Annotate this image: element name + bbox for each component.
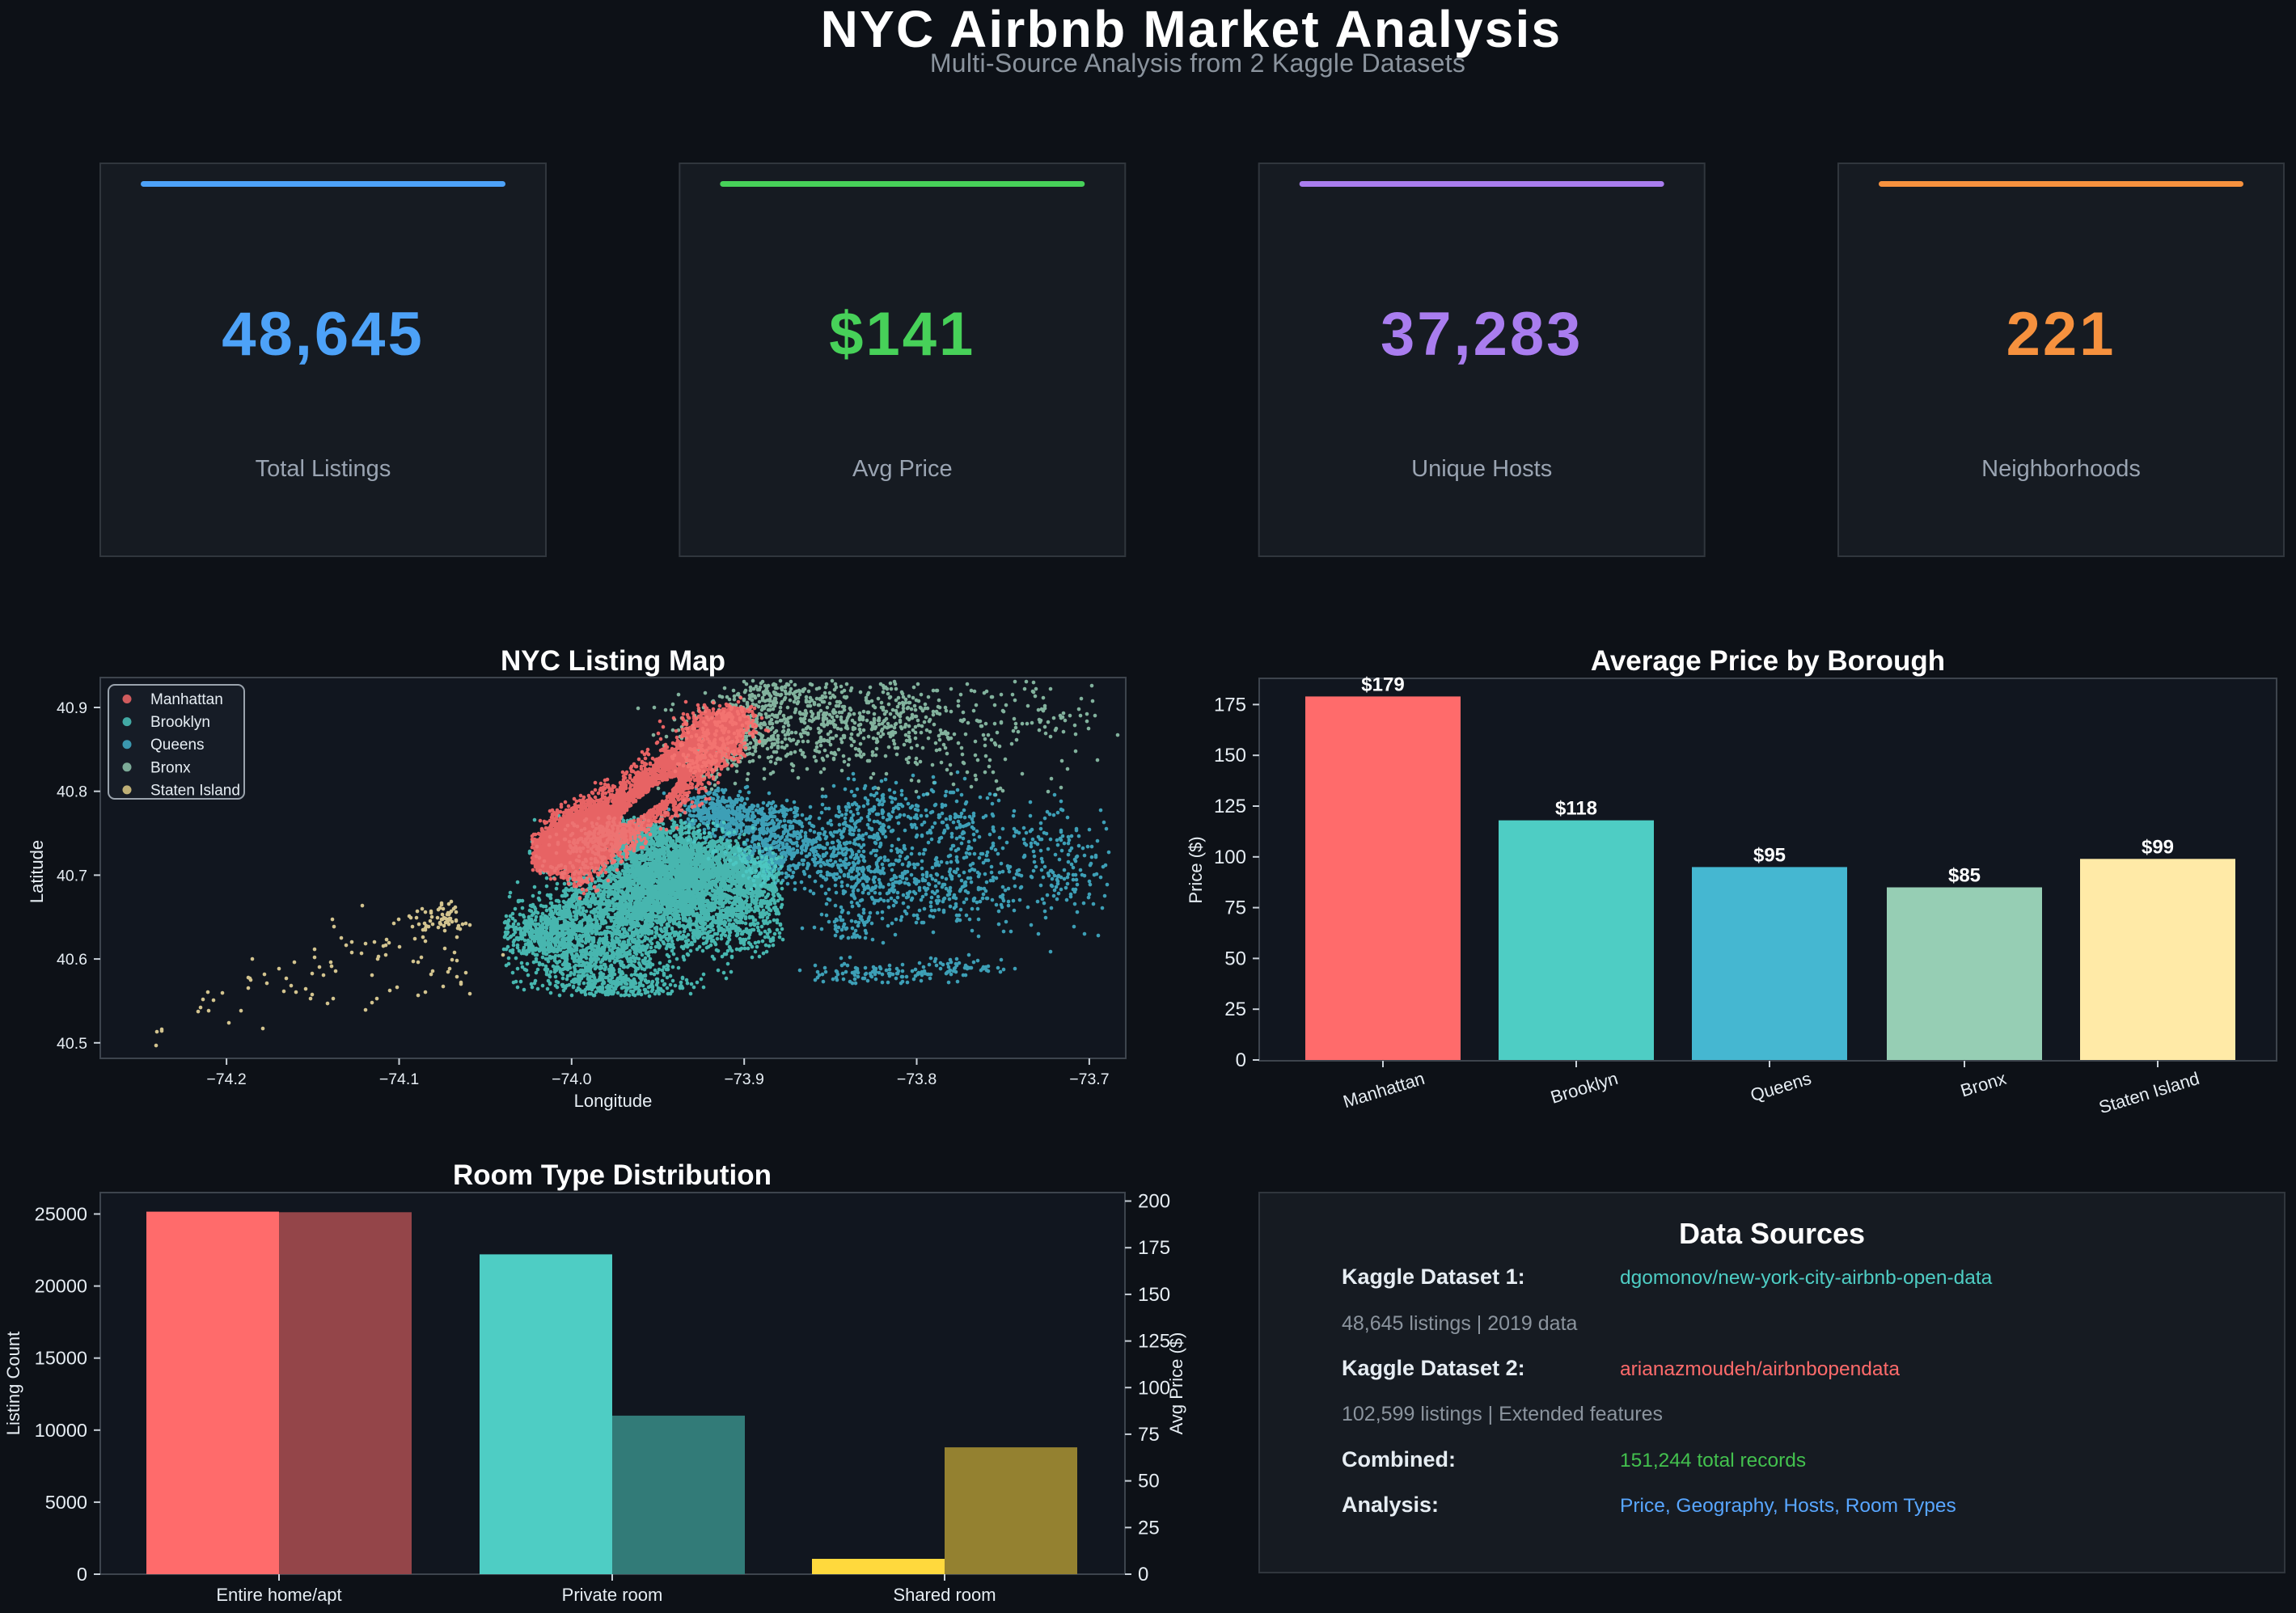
- svg-text:151,244 total records: 151,244 total records: [1620, 1450, 1806, 1472]
- svg-text:Price ($): Price ($): [1186, 836, 1206, 903]
- svg-text:40.9: 40.9: [57, 699, 87, 717]
- svg-text:75: 75: [1224, 897, 1246, 919]
- svg-text:Staten Island: Staten Island: [150, 782, 240, 799]
- svg-text:Queens: Queens: [150, 737, 205, 754]
- svg-text:Average Price by Borough: Average Price by Borough: [1591, 645, 1945, 677]
- svg-text:150: 150: [1214, 745, 1246, 766]
- svg-text:40.5: 40.5: [57, 1035, 87, 1053]
- svg-text:Listing Count: Listing Count: [3, 1332, 23, 1435]
- svg-text:25000: 25000: [35, 1204, 87, 1225]
- svg-text:Avg Price: Avg Price: [852, 456, 953, 482]
- svg-text:25: 25: [1138, 1517, 1160, 1539]
- svg-text:48,645: 48,645: [222, 300, 424, 369]
- svg-text:175: 175: [1214, 694, 1246, 716]
- svg-text:Room Type Distribution: Room Type Distribution: [453, 1159, 772, 1191]
- svg-text:Combined:: Combined:: [1342, 1447, 1456, 1472]
- svg-text:Price, Geography, Hosts, Room: Price, Geography, Hosts, Room Types: [1620, 1495, 1956, 1517]
- svg-text:Entire home/apt: Entire home/apt: [216, 1585, 341, 1605]
- svg-text:Longitude: Longitude: [574, 1091, 653, 1111]
- svg-text:−73.7: −73.7: [1069, 1070, 1109, 1088]
- svg-text:Multi-Source Analysis from 2 K: Multi-Source Analysis from 2 Kaggle Data…: [930, 49, 1465, 78]
- svg-text:5000: 5000: [45, 1492, 87, 1513]
- svg-text:175: 175: [1138, 1237, 1170, 1259]
- svg-text:$95: $95: [1753, 844, 1786, 866]
- svg-text:40.6: 40.6: [57, 951, 87, 969]
- svg-text:−74.0: −74.0: [552, 1070, 591, 1088]
- svg-text:125: 125: [1138, 1331, 1170, 1353]
- svg-text:$99: $99: [2142, 836, 2174, 858]
- svg-text:Brooklyn: Brooklyn: [150, 714, 210, 731]
- svg-text:25: 25: [1224, 999, 1246, 1020]
- svg-text:Manhattan: Manhattan: [150, 691, 223, 708]
- svg-text:100: 100: [1214, 847, 1246, 868]
- svg-text:Kaggle Dataset 2:: Kaggle Dataset 2:: [1342, 1356, 1525, 1380]
- svg-text:Analysis:: Analysis:: [1342, 1493, 1439, 1517]
- svg-text:15000: 15000: [35, 1348, 87, 1369]
- svg-text:$118: $118: [1555, 798, 1597, 820]
- svg-text:200: 200: [1138, 1191, 1170, 1213]
- svg-text:48,645 listings | 2019 data: 48,645 listings | 2019 data: [1342, 1312, 1578, 1335]
- svg-text:Latitude: Latitude: [27, 840, 47, 903]
- svg-text:0: 0: [77, 1564, 87, 1585]
- svg-text:−74.2: −74.2: [206, 1070, 246, 1088]
- svg-text:NYC Listing Map: NYC Listing Map: [501, 645, 725, 677]
- svg-text:Bronx: Bronx: [150, 759, 191, 776]
- svg-text:50: 50: [1138, 1471, 1160, 1493]
- svg-text:150: 150: [1138, 1284, 1170, 1306]
- svg-text:arianazmoudeh/airbnbopendata: arianazmoudeh/airbnbopendata: [1620, 1358, 1900, 1380]
- svg-text:50: 50: [1224, 948, 1246, 969]
- svg-text:$85: $85: [1948, 864, 1981, 886]
- svg-text:Kaggle Dataset 1:: Kaggle Dataset 1:: [1342, 1265, 1525, 1289]
- svg-text:$141: $141: [829, 300, 975, 369]
- svg-text:$179: $179: [1361, 673, 1404, 695]
- svg-text:NYC Airbnb Market Analysis: NYC Airbnb Market Analysis: [821, 0, 1562, 58]
- svg-text:Avg Price ($): Avg Price ($): [1166, 1332, 1186, 1435]
- svg-text:20000: 20000: [35, 1276, 87, 1297]
- svg-text:Neighborhoods: Neighborhoods: [1981, 456, 2141, 482]
- svg-text:Unique Hosts: Unique Hosts: [1411, 456, 1552, 482]
- svg-text:Data Sources: Data Sources: [1679, 1217, 1865, 1250]
- svg-text:102,599 listings | Extended fe: 102,599 listings | Extended features: [1342, 1403, 1663, 1425]
- svg-text:37,283: 37,283: [1381, 300, 1583, 369]
- svg-text:0: 0: [1138, 1564, 1148, 1586]
- svg-text:−74.1: −74.1: [379, 1070, 419, 1088]
- svg-text:10000: 10000: [35, 1420, 87, 1441]
- svg-text:40.7: 40.7: [57, 867, 87, 885]
- svg-text:100: 100: [1138, 1377, 1170, 1399]
- svg-text:0: 0: [1236, 1049, 1246, 1071]
- svg-text:−73.8: −73.8: [897, 1070, 937, 1088]
- svg-text:−73.9: −73.9: [725, 1070, 764, 1088]
- svg-text:40.8: 40.8: [57, 783, 87, 801]
- svg-text:221: 221: [2006, 300, 2116, 369]
- svg-text:75: 75: [1138, 1424, 1160, 1446]
- svg-text:Shared room: Shared room: [893, 1585, 996, 1605]
- svg-text:125: 125: [1214, 796, 1246, 817]
- svg-text:dgomonov/new-york-city-airbnb-: dgomonov/new-york-city-airbnb-open-data: [1620, 1267, 1993, 1289]
- svg-text:Total Listings: Total Listings: [256, 456, 391, 482]
- svg-text:Private room: Private room: [562, 1585, 663, 1605]
